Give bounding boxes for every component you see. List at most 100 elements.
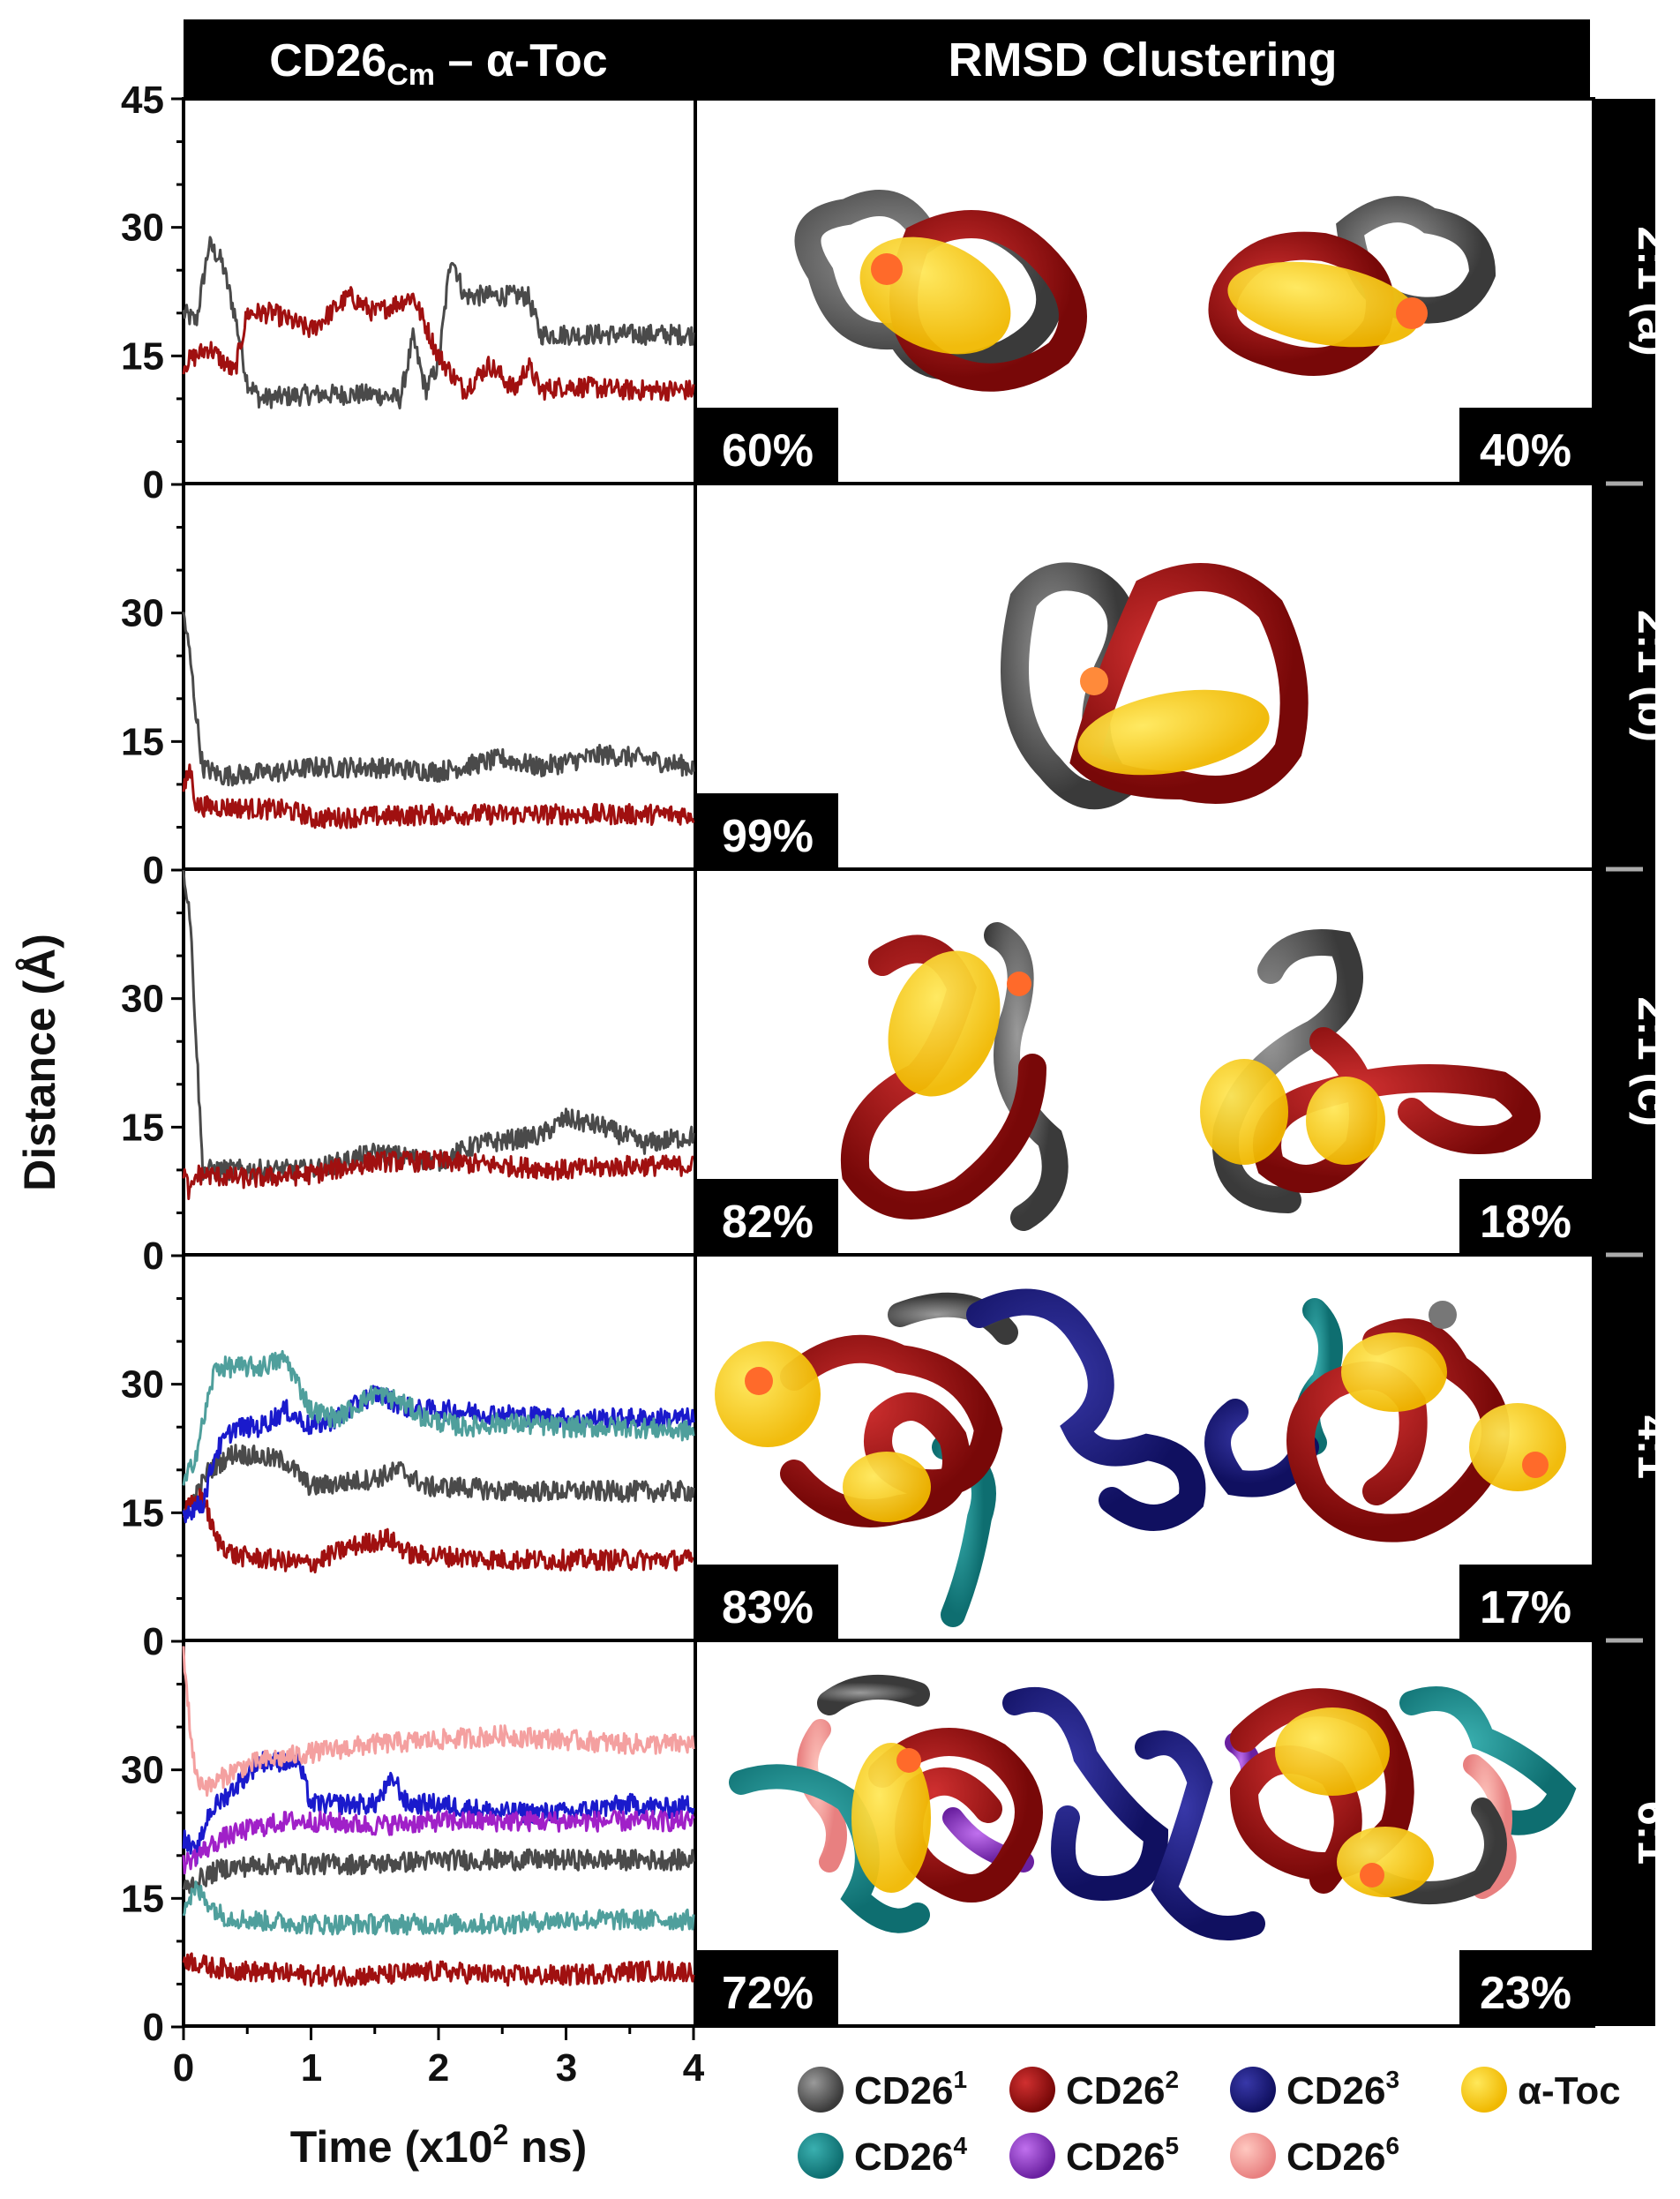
y-tick-label: 0 bbox=[143, 463, 164, 507]
legend: CD261 CD262 CD263 α-Toc CD264 CD265 CD266 bbox=[798, 2066, 1621, 2179]
series-line-4-1 bbox=[182, 1349, 695, 1486]
right-header-bar bbox=[695, 19, 1590, 101]
pct-badge bbox=[1459, 408, 1592, 482]
y-axis-label: Distance (Å) bbox=[15, 934, 64, 1191]
y-tick-label: 0 bbox=[143, 1235, 164, 1278]
x-axis-label: Time (x102 ns) bbox=[290, 2119, 587, 2172]
series-line-6-1 bbox=[182, 1646, 695, 1797]
y-tick-label-45: 45 bbox=[121, 79, 164, 122]
legend-label: CD265 bbox=[1066, 2132, 1179, 2179]
series-line-2-1-b- bbox=[182, 763, 695, 829]
structure-2-1-b-cluster-1 bbox=[1001, 562, 1309, 810]
structure-2-1-a-cluster-2 bbox=[1208, 196, 1496, 376]
y-tick-label: 0 bbox=[143, 2006, 164, 2049]
structure-6-1-cluster-2 bbox=[1135, 1686, 1577, 1940]
legend-label: α-Toc bbox=[1518, 2069, 1621, 2113]
legend-label: CD261 bbox=[854, 2066, 967, 2113]
legend-label: CD263 bbox=[1286, 2066, 1399, 2113]
structure-2-1-a-cluster-1 bbox=[794, 190, 1087, 392]
y-tick-label: 15 bbox=[121, 1491, 164, 1535]
series-line-2-1-a- bbox=[182, 286, 695, 402]
left-header-title: CD26Cm – α-Toc bbox=[269, 35, 607, 92]
cluster-structures bbox=[715, 190, 1577, 1940]
y-tick-labels: 30 15 0 30 15 0 30 15 0 30 15 0 30 15 0 bbox=[121, 206, 164, 2049]
y-tick-label: 15 bbox=[121, 720, 164, 763]
series-line-6-1 bbox=[182, 1952, 695, 1987]
y-tick-label: 30 bbox=[121, 206, 164, 250]
panel-label-6-1: 6:1 bbox=[1629, 1801, 1678, 1865]
pct-2-1-a-cluster-2: 40% bbox=[1480, 425, 1571, 477]
distance-traces bbox=[182, 236, 695, 1987]
y-tick-label: 30 bbox=[121, 978, 164, 1021]
series-line-4-1 bbox=[182, 1385, 695, 1524]
panel-label-2-1-b: 2:1 (b) bbox=[1629, 610, 1678, 742]
x-tick-label-4: 4 bbox=[683, 2046, 705, 2090]
x-tick-label-3: 3 bbox=[556, 2046, 577, 2090]
axis-ticks bbox=[171, 97, 695, 2040]
series-line-6-1 bbox=[182, 1848, 695, 1895]
pct-badge bbox=[697, 1950, 838, 2024]
pct-badge bbox=[697, 793, 838, 867]
series-line-2-1-c- bbox=[182, 1150, 694, 1200]
series-line-4-1 bbox=[183, 1444, 695, 1519]
series-line-6-1 bbox=[182, 1809, 695, 1875]
subplot-6-1 bbox=[182, 1646, 695, 1987]
panel-frame bbox=[182, 97, 1595, 2028]
structure-6-1-cluster-1 bbox=[729, 1675, 1169, 1933]
structure-2-1-c-cluster-1 bbox=[840, 922, 1069, 1231]
pct-6-1-cluster-2: 23% bbox=[1480, 1968, 1571, 2019]
sphere-icon bbox=[1230, 2067, 1276, 2113]
cluster-percentages: 60% 40% 99% 82% 18% 83% 17% 72% 23% bbox=[697, 408, 1592, 2024]
pct-2-1-c-cluster-1: 82% bbox=[722, 1197, 814, 1248]
y-tick-label: 30 bbox=[121, 1749, 164, 1792]
y-tick-label: 30 bbox=[121, 1363, 164, 1407]
right-header-title: RMSD Clustering bbox=[948, 34, 1337, 86]
structure-4-1-cluster-1 bbox=[715, 1288, 1206, 1627]
pct-badge bbox=[697, 1179, 838, 1253]
pct-6-1-cluster-1: 72% bbox=[722, 1968, 814, 2019]
pct-2-1-b-cluster-1: 99% bbox=[722, 811, 814, 862]
series-line-2-1-c- bbox=[182, 869, 695, 1182]
pct-4-1-cluster-1: 83% bbox=[722, 1582, 814, 1633]
x-tick-label-1: 1 bbox=[301, 2046, 322, 2090]
y-tick-label: 0 bbox=[143, 1620, 164, 1663]
sphere-icon bbox=[1009, 2133, 1055, 2179]
pct-2-1-a-cluster-1: 60% bbox=[722, 425, 814, 477]
y-tick-label: 0 bbox=[143, 849, 164, 892]
sphere-icon bbox=[798, 2067, 844, 2113]
series-line-2-1-b- bbox=[182, 612, 695, 787]
legend-label: CD262 bbox=[1066, 2066, 1179, 2113]
panel-label-2-1-a: 2:1 (a) bbox=[1629, 226, 1678, 356]
sphere-icon bbox=[1009, 2067, 1055, 2113]
y-tick-label: 15 bbox=[121, 334, 164, 378]
pct-badge bbox=[1459, 1950, 1592, 2024]
sphere-icon bbox=[1461, 2067, 1507, 2113]
pct-2-1-c-cluster-2: 18% bbox=[1480, 1197, 1571, 1248]
pct-badge bbox=[1459, 1565, 1592, 1639]
pct-badge bbox=[1459, 1179, 1592, 1253]
sphere-icon bbox=[1230, 2133, 1276, 2179]
pct-4-1-cluster-2: 17% bbox=[1480, 1582, 1571, 1633]
subplot-2-1-b- bbox=[182, 612, 695, 829]
subplot-4-1 bbox=[182, 1349, 695, 1574]
legend-label: CD264 bbox=[854, 2132, 968, 2179]
series-line-6-1 bbox=[182, 1880, 695, 1936]
structure-4-1-cluster-2 bbox=[1204, 1298, 1566, 1542]
sphere-icon bbox=[798, 2133, 844, 2179]
left-header-bar bbox=[184, 19, 694, 101]
x-tick-labels: 0 1 2 3 4 bbox=[173, 2046, 705, 2090]
pct-badge bbox=[697, 1565, 838, 1639]
y-tick-label: 15 bbox=[121, 1106, 164, 1149]
y-tick-label: 15 bbox=[121, 1877, 164, 1920]
structure-2-1-c-cluster-2 bbox=[1200, 929, 1541, 1213]
x-tick-label-2: 2 bbox=[428, 2046, 449, 2090]
subplot-2-1-a- bbox=[182, 236, 695, 409]
side-label-bar bbox=[1594, 99, 1655, 2026]
panel-label-4-1: 4:1 bbox=[1629, 1415, 1678, 1479]
legend-label: CD266 bbox=[1286, 2132, 1399, 2179]
x-tick-label-0: 0 bbox=[173, 2046, 194, 2090]
y-tick-label: 30 bbox=[121, 592, 164, 635]
pct-badge bbox=[697, 408, 838, 482]
subplot-2-1-c- bbox=[182, 869, 695, 1200]
